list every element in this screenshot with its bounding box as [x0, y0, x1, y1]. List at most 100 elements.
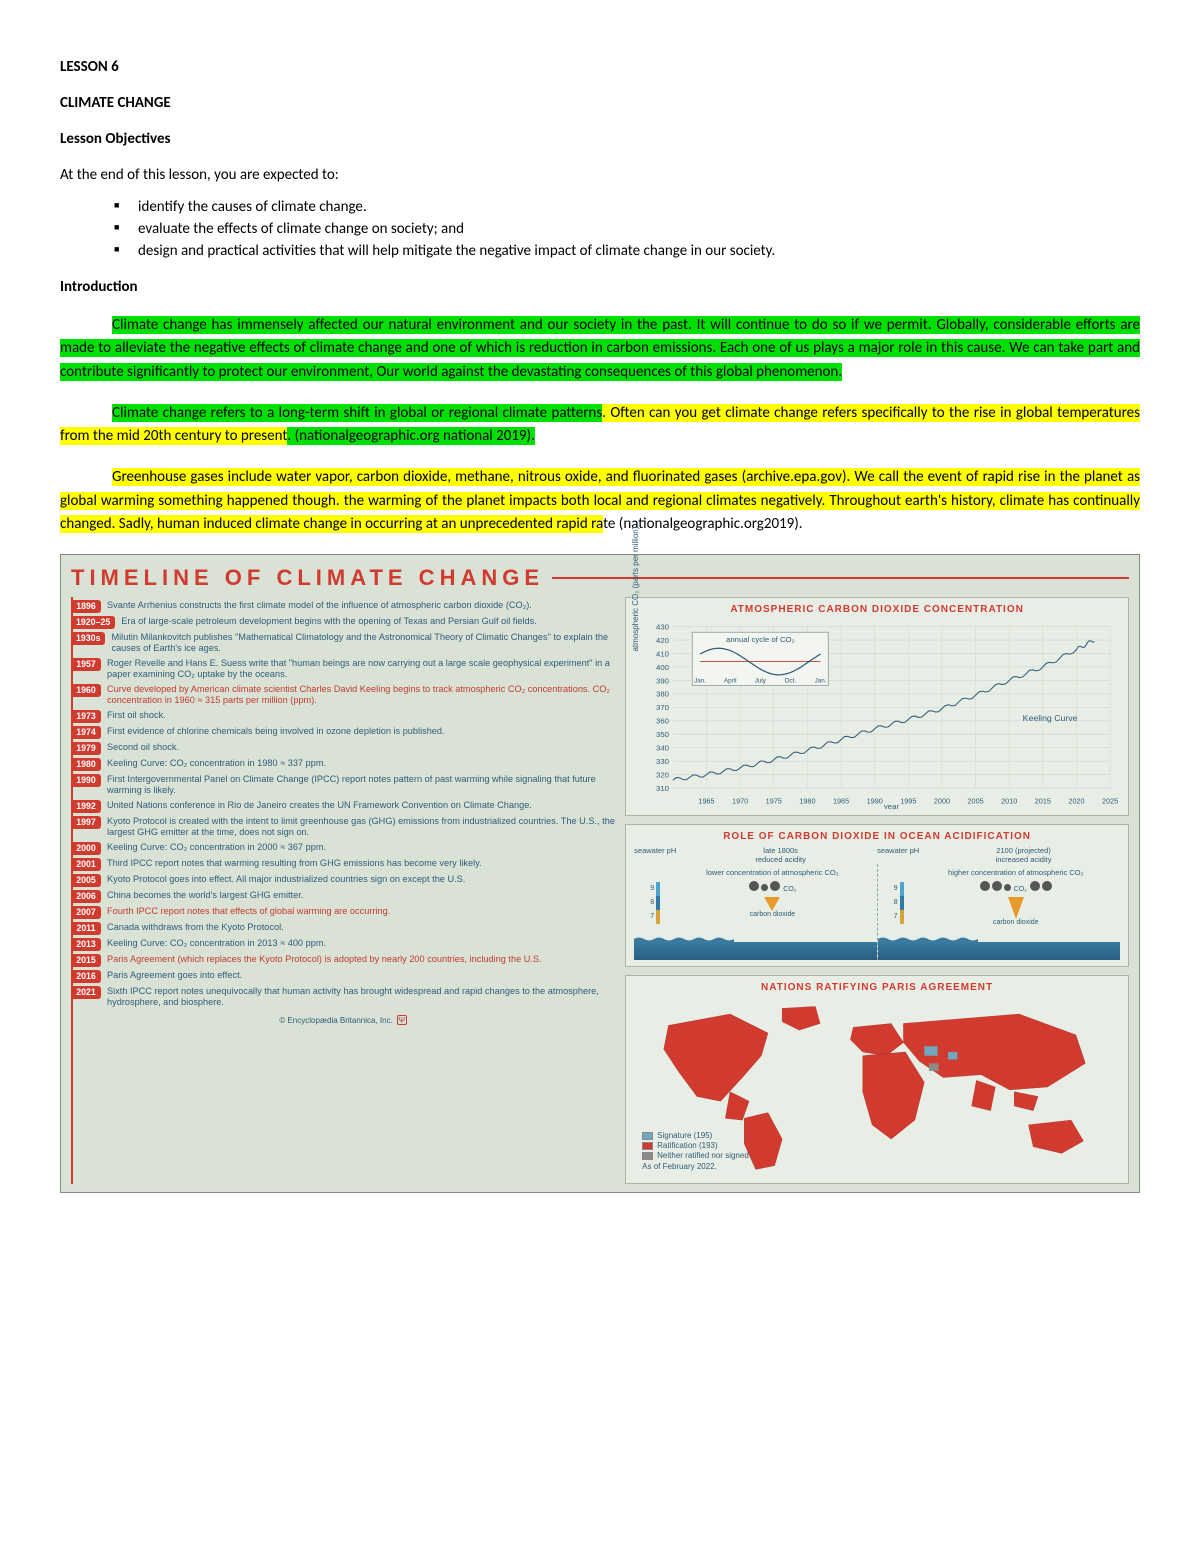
- timeline-text: Third IPCC report notes that warming res…: [107, 858, 615, 870]
- concentration-note: higher concentration of atmospheric CO₂: [912, 868, 1120, 877]
- timeline-column: 1896 Svante Arrhenius constructs the firs…: [71, 597, 615, 1184]
- timeline-item: 1997 Kyoto Protocol is created with the i…: [71, 816, 615, 839]
- timeline-year: 2006: [71, 890, 101, 903]
- timeline-text: Paris Agreement (which replaces the Kyot…: [107, 954, 615, 966]
- molecule-label: carbon dioxide: [912, 919, 1120, 926]
- timeline-year: 2016: [71, 970, 101, 983]
- svg-text:380: 380: [656, 690, 669, 699]
- era-label: 2100 (projected): [996, 846, 1051, 855]
- timeline-item: 1973First oil shock.: [71, 710, 615, 723]
- timeline-year: 2011: [71, 922, 101, 935]
- timeline-infographic: TIMELINE OF CLIMATE CHANGE 1896 Svante Ar…: [60, 554, 1140, 1193]
- timeline-text: Kyoto Protocol is created with the inten…: [107, 816, 615, 839]
- timeline-item: 2015 Paris Agreement (which replaces the …: [71, 954, 615, 967]
- ocean-band: [634, 942, 876, 960]
- svg-text:1980: 1980: [799, 796, 815, 805]
- svg-text:2005: 2005: [968, 796, 984, 805]
- ph-tick: 7: [646, 910, 660, 924]
- timeline-text: Sixth IPCC report notes unequivocally th…: [107, 986, 615, 1009]
- timeline-item: 1930sMilutin Milankovitch publishes "Mat…: [71, 632, 615, 655]
- highlighted-text: . (nationalgeographic.org national 2019)…: [287, 427, 534, 445]
- timeline-text: Paris Agreement goes into effect.: [107, 970, 615, 982]
- objectives-heading: Lesson Objectives: [60, 130, 1140, 148]
- timeline-text: Keeling Curve: CO₂ concentration in 2000…: [107, 842, 615, 854]
- svg-text:350: 350: [656, 730, 669, 739]
- timeline-text: First evidence of chlorine chemicals bei…: [107, 726, 615, 738]
- timeline-year: 2013: [71, 938, 101, 951]
- acid-left: 987 lower concentration of atmospheric C…: [634, 864, 876, 960]
- timeline-item: 1960 Curve developed by American climate …: [71, 684, 615, 707]
- right-panels: ATMOSPHERIC CARBON DIOXIDE CONCENTRATION…: [625, 597, 1129, 1184]
- svg-text:310: 310: [656, 784, 669, 793]
- ph-tick: 9: [646, 882, 660, 896]
- lesson-number: LESSON 6: [60, 58, 1140, 76]
- svg-text:Oct.: Oct.: [785, 678, 797, 685]
- acid-right: 987 higher concentration of atmospheric …: [877, 864, 1120, 960]
- timeline-text: First oil shock.: [107, 710, 615, 722]
- svg-text:1970: 1970: [732, 796, 748, 805]
- era-sublabel: increased acidity: [996, 855, 1052, 864]
- svg-text:370: 370: [656, 703, 669, 712]
- co2-chart-panel: ATMOSPHERIC CARBON DIOXIDE CONCENTRATION…: [625, 597, 1129, 816]
- timeline-spine: [71, 597, 73, 1184]
- co2-chart: atmospheric CO₂ (parts per million) 3103…: [634, 619, 1120, 809]
- svg-text:1985: 1985: [833, 796, 849, 805]
- svg-text:340: 340: [656, 744, 669, 753]
- ph-tick: 8: [890, 896, 904, 910]
- timeline-text: Roger Revelle and Hans E. Suess write th…: [107, 658, 615, 681]
- svg-text:430: 430: [656, 623, 669, 632]
- svg-text:320: 320: [656, 771, 669, 780]
- map-asof: As of February 2022.: [642, 1162, 749, 1171]
- timeline-item: 1974First evidence of chlorine chemicals…: [71, 726, 615, 739]
- timeline-item: 2021Sixth IPCC report notes unequivocall…: [71, 986, 615, 1009]
- co2-label: CO₂: [783, 886, 796, 893]
- timeline-year: 1896: [71, 600, 101, 613]
- infographic-title: TIMELINE OF CLIMATE CHANGE: [71, 565, 544, 591]
- panel-title: NATIONS RATIFYING PARIS AGREEMENT: [634, 982, 1120, 993]
- timeline-item: 2013Keeling Curve: CO₂ concentration in …: [71, 938, 615, 951]
- svg-text:1995: 1995: [900, 796, 916, 805]
- timeline-year: 2015: [71, 954, 101, 967]
- timeline-year: 1957: [71, 658, 101, 671]
- svg-text:2015: 2015: [1035, 796, 1051, 805]
- timeline-text: First Intergovernmental Panel on Climate…: [107, 774, 615, 797]
- arrow-down-icon: [764, 897, 780, 911]
- svg-text:annual cycle of CO₂: annual cycle of CO₂: [726, 635, 795, 644]
- ph-tick: 7: [890, 910, 904, 924]
- timeline-year: 1997: [71, 816, 101, 829]
- svg-text:400: 400: [656, 663, 669, 672]
- timeline-item: 2006China becomes the world's largest GH…: [71, 890, 615, 903]
- svg-text:410: 410: [656, 649, 669, 658]
- timeline-text: Curve developed by American climate scie…: [107, 684, 615, 707]
- era-label: late 1800s: [763, 846, 798, 855]
- list-item: design and practical activities that wil…: [114, 242, 1140, 260]
- timeline-year: 1960: [71, 684, 101, 697]
- timeline-item: 2000Keeling Curve: CO₂ concentration in …: [71, 842, 615, 855]
- highlighted-text: Climate change has immensely affected ou…: [60, 316, 1140, 381]
- credit-line: © Encyclopædia Britannica, Inc.Ψ: [71, 1015, 615, 1026]
- timeline-item: 1920–25Era of large-scale petroleum deve…: [71, 616, 615, 629]
- paragraph-2: Climate change refers to a long-term shi…: [60, 402, 1140, 449]
- legend-label: Neither ratified nor signed: [657, 1151, 749, 1160]
- timeline-text: Svante Arrhenius constructs the first cl…: [107, 600, 615, 612]
- map-legend: Signature (195) Ratification (193) Neith…: [642, 1130, 749, 1171]
- timeline-year: 1992: [71, 800, 101, 813]
- britannica-icon: Ψ: [397, 1015, 407, 1025]
- svg-text:390: 390: [656, 676, 669, 685]
- timeline-text: Kyoto Protocol goes into effect. All maj…: [107, 874, 615, 886]
- timeline-year: 1979: [71, 742, 101, 755]
- lesson-title: CLIMATE CHANGE: [60, 94, 1140, 112]
- timeline-item: 1957 Roger Revelle and Hans E. Suess writ…: [71, 658, 615, 681]
- molecule-label: carbon dioxide: [668, 911, 876, 918]
- timeline-item: 2016 Paris Agreement goes into effect.: [71, 970, 615, 983]
- acidification-panel: ROLE OF CARBON DIOXIDE IN OCEAN ACIDIFIC…: [625, 824, 1129, 967]
- svg-text:July: July: [755, 678, 767, 685]
- timeline-text: Canada withdraws from the Kyoto Protocol…: [107, 922, 615, 934]
- timeline-item: 2011 Canada withdraws from the Kyoto Prot…: [71, 922, 615, 935]
- timeline-text: Milutin Milankovitch publishes "Mathemat…: [111, 632, 615, 655]
- timeline-year: 2007: [71, 906, 101, 919]
- timeline-text: United Nations conference in Rio de Jane…: [107, 800, 615, 812]
- list-item: evaluate the effects of climate change o…: [114, 220, 1140, 238]
- legend-label: Signature (195): [657, 1131, 712, 1140]
- svg-text:1965: 1965: [699, 796, 715, 805]
